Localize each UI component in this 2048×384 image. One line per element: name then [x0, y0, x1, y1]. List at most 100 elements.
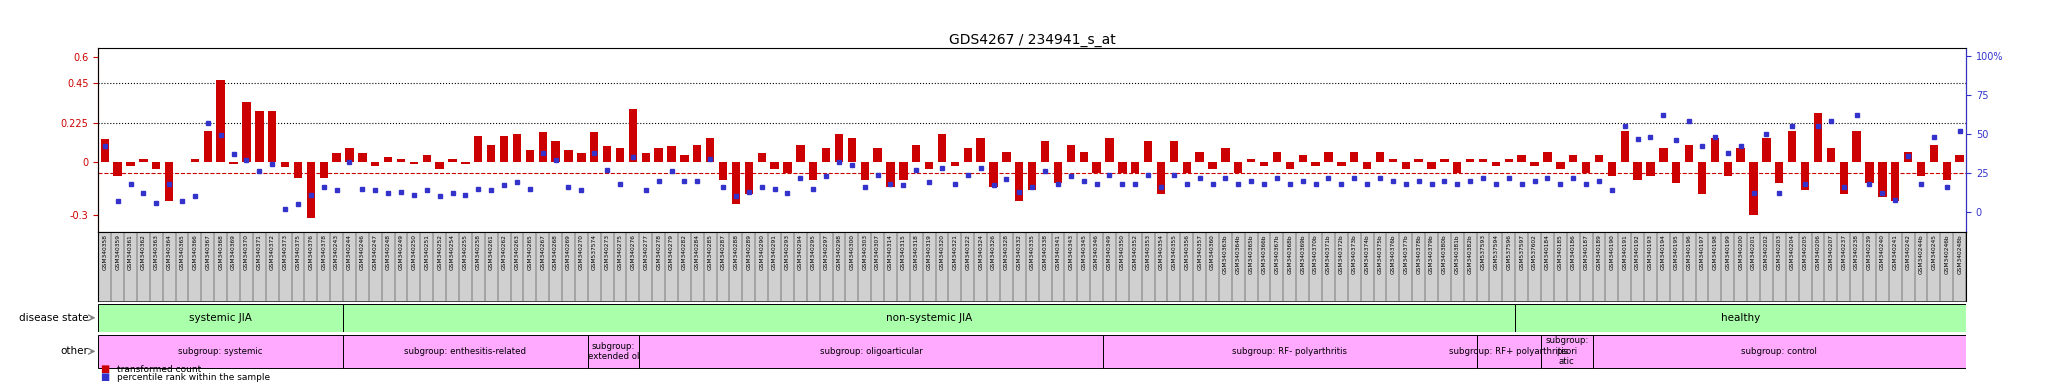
Bar — [1915, 232, 1927, 301]
Text: GSM340254: GSM340254 — [451, 234, 455, 270]
Bar — [899, 162, 907, 180]
Text: GSM340289: GSM340289 — [745, 234, 752, 270]
Bar — [1774, 232, 1786, 301]
Bar — [487, 144, 496, 162]
Bar — [215, 232, 227, 301]
Bar — [641, 153, 649, 162]
Text: GSM340288: GSM340288 — [733, 234, 739, 270]
Bar — [1454, 162, 1462, 173]
Text: GSM340381b: GSM340381b — [1454, 234, 1460, 274]
Text: GSM340373: GSM340373 — [283, 234, 287, 270]
Text: GSM340335: GSM340335 — [1030, 234, 1034, 270]
Bar — [356, 232, 369, 301]
Bar — [1657, 232, 1669, 301]
Text: GSM340287: GSM340287 — [721, 234, 725, 270]
Text: GSM340322: GSM340322 — [965, 234, 971, 270]
Bar — [127, 162, 135, 166]
Bar — [561, 232, 575, 301]
Bar — [590, 132, 598, 162]
Bar — [1710, 137, 1718, 162]
Bar — [1927, 232, 1939, 301]
Bar — [926, 162, 934, 169]
Bar — [950, 162, 958, 166]
Text: GSM340368b: GSM340368b — [1288, 234, 1292, 274]
Text: GSM340363b: GSM340363b — [1223, 234, 1229, 274]
Text: GSM340365: GSM340365 — [180, 234, 184, 270]
Bar — [1040, 141, 1049, 162]
Bar — [1776, 162, 1784, 183]
Bar — [371, 162, 379, 166]
Text: GSM340376b: GSM340376b — [1391, 234, 1395, 274]
Bar — [422, 155, 430, 162]
Bar — [1798, 232, 1812, 301]
Bar — [190, 159, 199, 162]
Bar — [1477, 232, 1489, 301]
Text: GSM340318: GSM340318 — [913, 234, 920, 270]
Bar — [1450, 232, 1464, 301]
Text: subgroup: enthesitis-related: subgroup: enthesitis-related — [403, 347, 526, 356]
Bar — [1104, 232, 1116, 301]
Text: GSM340314: GSM340314 — [889, 234, 893, 270]
FancyBboxPatch shape — [344, 304, 1516, 331]
Text: GSM340345: GSM340345 — [1081, 234, 1085, 270]
Text: GSM340185: GSM340185 — [1559, 234, 1563, 270]
Bar — [1298, 155, 1307, 162]
Bar — [600, 232, 614, 301]
Text: GSM340243: GSM340243 — [334, 234, 340, 270]
Bar — [1788, 131, 1796, 162]
Text: GSM340300: GSM340300 — [850, 234, 854, 270]
Bar — [1878, 162, 1886, 197]
Bar — [1530, 162, 1538, 166]
Bar — [1016, 162, 1024, 201]
Bar — [240, 232, 252, 301]
Text: GSM340370b: GSM340370b — [1313, 234, 1319, 274]
Text: GSM340377b: GSM340377b — [1403, 234, 1409, 274]
Text: GSM340282: GSM340282 — [682, 234, 686, 270]
Bar — [1647, 162, 1655, 176]
Bar — [975, 232, 987, 301]
Text: GSM340268: GSM340268 — [553, 234, 559, 270]
Bar — [1634, 162, 1642, 180]
Text: GSM340201: GSM340201 — [1751, 234, 1755, 270]
Bar — [1544, 152, 1552, 162]
Bar — [680, 155, 688, 162]
Bar — [485, 232, 498, 301]
Text: GSM340244: GSM340244 — [346, 234, 352, 270]
Bar — [1864, 232, 1876, 301]
Text: GSM340290: GSM340290 — [760, 234, 764, 270]
Text: GSM340364: GSM340364 — [166, 234, 172, 270]
Bar — [1311, 162, 1319, 166]
Bar — [795, 232, 807, 301]
Bar — [911, 144, 920, 162]
Bar — [449, 159, 457, 162]
Text: GSM340278: GSM340278 — [655, 234, 662, 270]
Text: GSM340352: GSM340352 — [1133, 234, 1139, 270]
Bar — [98, 232, 111, 301]
Bar — [834, 232, 846, 301]
Bar — [471, 232, 485, 301]
Bar — [1348, 232, 1360, 301]
Text: GSM340368: GSM340368 — [219, 234, 223, 270]
Bar — [965, 148, 973, 162]
Bar — [137, 232, 150, 301]
Text: GSM340369: GSM340369 — [231, 234, 236, 270]
Text: GSM340245: GSM340245 — [1931, 234, 1935, 270]
Bar — [1245, 232, 1257, 301]
Bar — [1516, 232, 1528, 301]
Text: GSM340376: GSM340376 — [309, 234, 313, 270]
Bar — [1077, 232, 1090, 301]
Bar — [678, 232, 690, 301]
Text: GSM340261: GSM340261 — [489, 234, 494, 270]
FancyBboxPatch shape — [1516, 304, 1966, 331]
Bar — [807, 232, 819, 301]
Bar — [729, 232, 741, 301]
Text: healthy: healthy — [1720, 313, 1761, 323]
Text: GSM340363: GSM340363 — [154, 234, 160, 270]
Bar — [1606, 232, 1618, 301]
Bar — [1708, 232, 1720, 301]
Text: GSM340357: GSM340357 — [1198, 234, 1202, 270]
Bar — [1376, 152, 1384, 162]
Bar — [719, 162, 727, 180]
Bar — [578, 153, 586, 162]
FancyBboxPatch shape — [1593, 335, 1966, 368]
